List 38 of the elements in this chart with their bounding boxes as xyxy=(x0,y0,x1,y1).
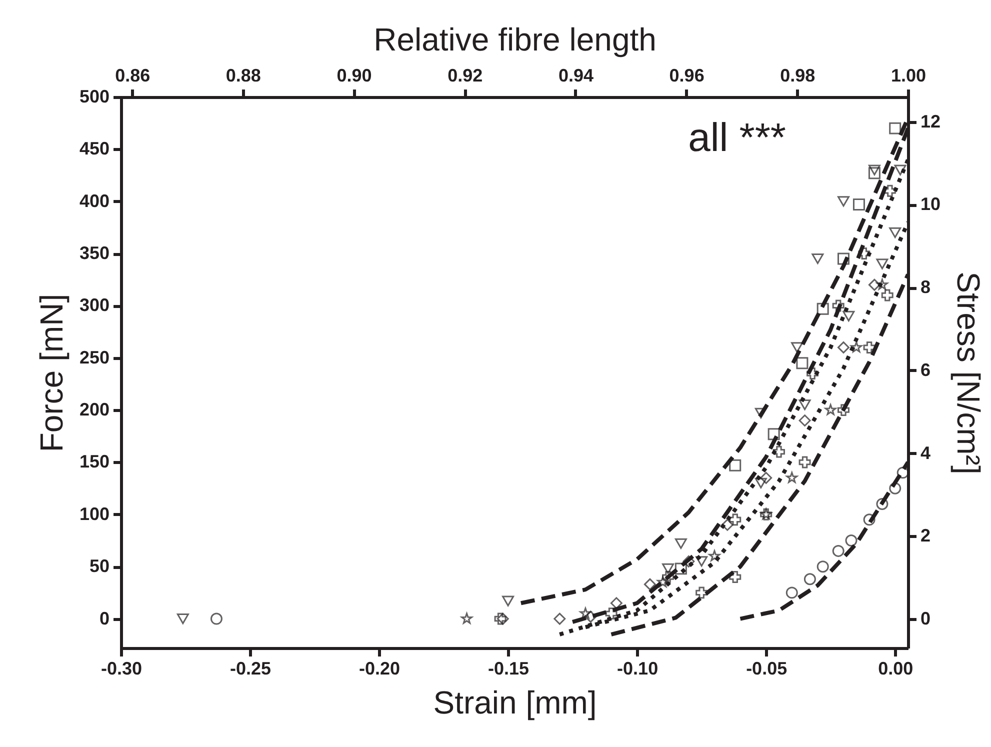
y-axis-title: Force [mN] xyxy=(33,294,70,452)
y2-tick-label: 0 xyxy=(920,608,931,628)
x-tick-label: -0.20 xyxy=(359,658,400,678)
x2-tick-label: 1.00 xyxy=(890,66,926,86)
x2-tick-label: 0.92 xyxy=(448,66,483,86)
y-tick-label: 150 xyxy=(79,452,110,472)
y-tick-label: 400 xyxy=(79,190,110,211)
x2-tick-label: 0.94 xyxy=(558,66,594,86)
y-tick-label: 50 xyxy=(89,556,110,576)
y2-tick-label: 6 xyxy=(920,360,931,380)
y-tick-label: 450 xyxy=(79,138,110,159)
x-tick-label: -0.05 xyxy=(746,658,788,678)
y-tick-label: 350 xyxy=(79,243,110,264)
annotation: all *** xyxy=(688,116,786,160)
x2-tick-label: 0.98 xyxy=(780,66,816,86)
x2-tick-label: 0.86 xyxy=(115,66,150,86)
x2-tick-label: 0.90 xyxy=(336,66,372,86)
y-tick-label: 200 xyxy=(79,400,110,420)
y2-tick-label: 2 xyxy=(920,526,931,546)
x2-tick-label: 0.88 xyxy=(226,66,261,86)
x-tick-label: 0.00 xyxy=(878,658,914,678)
x2-axis-title: Relative fibre length xyxy=(374,22,656,58)
y-tick-label: 300 xyxy=(79,295,110,316)
x-tick-label: -0.25 xyxy=(230,658,272,678)
y-tick-label: 500 xyxy=(79,86,110,106)
y2-tick-label: 10 xyxy=(920,194,941,214)
x2-tick-label: 0.96 xyxy=(669,66,704,86)
x-axis-title: Strain [mm] xyxy=(433,684,597,720)
y2-tick-label: 8 xyxy=(920,277,931,298)
y-tick-label: 250 xyxy=(79,347,110,368)
y2-tick-label: 4 xyxy=(920,442,931,463)
x-tick-label: -0.15 xyxy=(488,658,530,678)
y-tick-label: 100 xyxy=(79,504,110,524)
x-tick-label: -0.10 xyxy=(617,658,658,678)
y-tick-label: 0 xyxy=(99,608,110,628)
y2-axis-title: Stress [N/cm²] xyxy=(950,272,987,474)
x-tick-label: -0.30 xyxy=(100,658,142,678)
y2-tick-label: 12 xyxy=(920,111,941,132)
